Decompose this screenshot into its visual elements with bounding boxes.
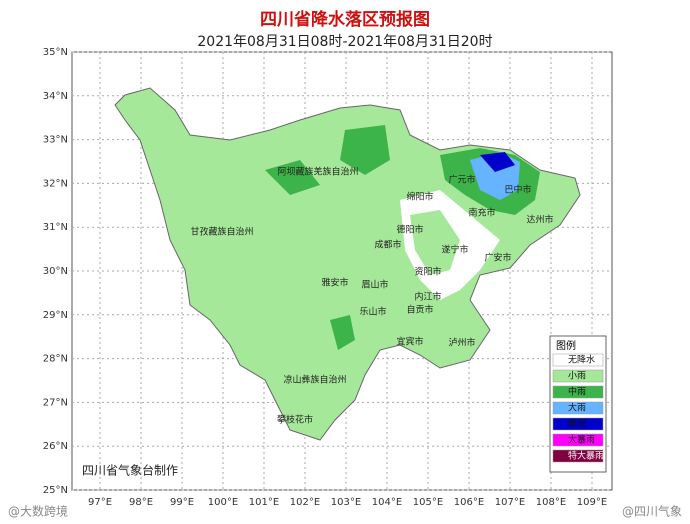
- legend-swatch: [552, 449, 604, 463]
- lat-label: 27°N: [43, 397, 68, 408]
- place-label: 泸州市: [448, 337, 475, 349]
- legend-title: 图例: [556, 339, 576, 352]
- lon-label: 107°E: [495, 497, 525, 508]
- lon-label: 106°E: [454, 497, 484, 508]
- legend-swatch: [552, 417, 604, 431]
- lat-label: 26°N: [43, 441, 68, 452]
- lat-label: 33°N: [43, 135, 68, 146]
- place-label: 自贡市: [406, 304, 433, 316]
- credit: 四川省气象台制作: [82, 463, 178, 478]
- place-label: 资阳市: [414, 266, 441, 278]
- watermark: @四川气象: [622, 504, 682, 519]
- place-label: 内江市: [414, 291, 441, 303]
- legend-label: 无降水: [568, 354, 595, 366]
- legend-swatch: [552, 401, 604, 415]
- legend-label: 特大暴雨: [568, 450, 604, 462]
- legend-label: 大雨: [568, 402, 586, 414]
- lat-label: 35°N: [43, 47, 68, 58]
- title: 四川省降水落区预报图: [260, 9, 430, 30]
- place-label: 德阳市: [396, 224, 423, 236]
- lon-label: 104°E: [372, 497, 402, 508]
- lat-label: 29°N: [43, 310, 68, 321]
- graticule: [72, 51, 612, 491]
- lon-label: 109°E: [577, 497, 607, 508]
- place-label: 甘孜藏族自治州: [190, 226, 253, 238]
- lat-label: 28°N: [43, 354, 68, 365]
- legend-label: 中雨: [568, 386, 586, 398]
- legend-swatch: [552, 433, 604, 447]
- lon-label: 103°E: [331, 497, 361, 508]
- lon-label: 102°E: [290, 497, 320, 508]
- lat-label: 34°N: [43, 91, 68, 102]
- lon-label: 98°E: [129, 497, 153, 508]
- subtitle: 2021年08月31日08时-2021年08月31日20时: [197, 34, 492, 50]
- legend-swatch: [552, 385, 604, 399]
- lon-label: 108°E: [536, 497, 566, 508]
- lon-label: 100°E: [208, 497, 238, 508]
- lat-label: 31°N: [43, 222, 68, 233]
- place-label: 攀枝花市: [277, 414, 313, 426]
- place-label: 凉山彝族自治州: [283, 374, 346, 386]
- legend-label: 大暴雨: [568, 434, 595, 446]
- place-label: 阿坝藏族羌族自治州: [277, 166, 358, 178]
- lat-label: 25°N: [43, 485, 68, 496]
- place-label: 达州市: [526, 214, 553, 226]
- place-label: 遂宁市: [441, 244, 468, 256]
- lon-label: 105°E: [413, 497, 443, 508]
- watermark: @大数跨境: [8, 504, 68, 519]
- legend-swatch: [552, 369, 604, 383]
- place-label: 乐山市: [359, 306, 386, 318]
- lon-label: 101°E: [249, 497, 279, 508]
- legend-label: 暴雨: [568, 419, 586, 430]
- lon-label: 97°E: [88, 497, 112, 508]
- lat-label: 32°N: [43, 178, 68, 189]
- lon-label: 99°E: [170, 497, 194, 508]
- rain-patches: [265, 125, 540, 350]
- place-label: 绵阳市: [406, 191, 433, 203]
- legend-label: 小雨: [568, 371, 586, 382]
- place-label: 雅安市: [321, 277, 348, 289]
- place-label: 宜宾市: [396, 336, 423, 348]
- place-label: 广安市: [484, 252, 511, 264]
- place-label: 成都市: [374, 239, 401, 251]
- place-label: 巴中市: [504, 184, 531, 196]
- legend-swatch: [552, 353, 604, 367]
- place-label: 眉山市: [361, 279, 388, 291]
- place-label: 广元市: [448, 174, 475, 186]
- place-label: 南充市: [468, 207, 495, 219]
- lat-label: 30°N: [43, 266, 68, 277]
